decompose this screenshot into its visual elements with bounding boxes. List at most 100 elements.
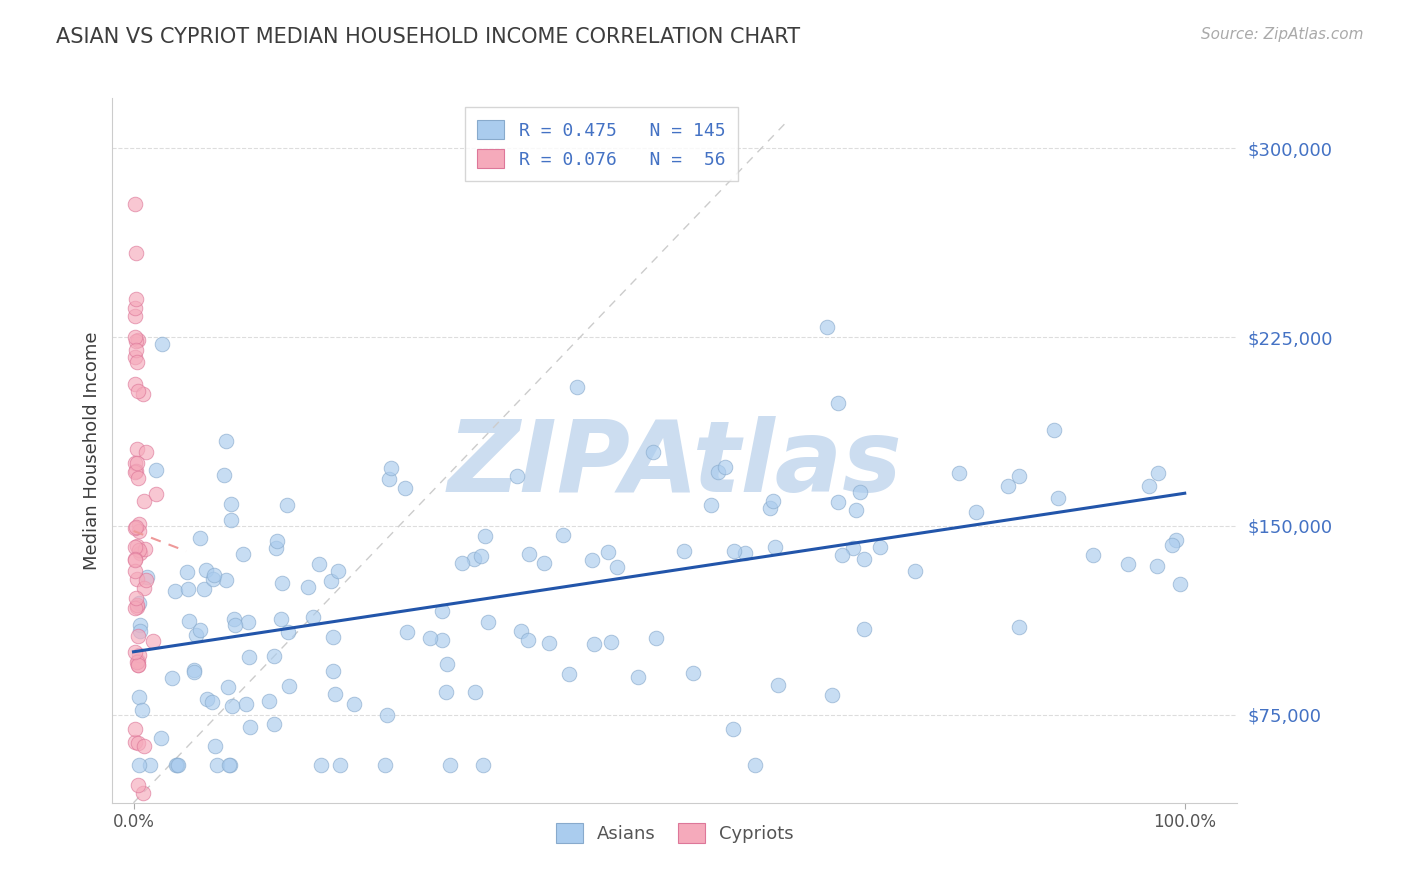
Point — [127, 735, 149, 749]
Point — [374, 758, 396, 772]
Point — [264, 541, 287, 555]
Point — [301, 610, 323, 624]
Point — [436, 657, 458, 671]
Point — [380, 461, 402, 475]
Point — [176, 582, 198, 597]
Point — [853, 552, 876, 566]
Point — [167, 758, 190, 772]
Point — [132, 581, 155, 595]
Point — [165, 758, 187, 772]
Point — [125, 457, 148, 471]
Point — [212, 467, 235, 482]
Point — [218, 758, 240, 772]
Point — [263, 717, 285, 731]
Point — [558, 666, 581, 681]
Point — [194, 562, 217, 576]
Point — [127, 333, 149, 347]
Point — [125, 465, 148, 479]
Point — [124, 377, 146, 392]
Point — [517, 633, 540, 648]
Point — [645, 632, 668, 646]
Point — [1043, 423, 1066, 437]
Point — [160, 671, 183, 685]
Point — [827, 495, 849, 509]
Point — [125, 539, 148, 553]
Point — [131, 387, 153, 401]
Point — [124, 293, 146, 307]
Point — [277, 624, 299, 639]
Point — [124, 600, 146, 615]
Point — [124, 645, 146, 659]
Point — [506, 469, 529, 483]
Point — [477, 615, 499, 629]
Point — [221, 513, 243, 527]
Point — [125, 656, 148, 670]
Point — [311, 758, 333, 772]
Point — [831, 548, 853, 562]
Point — [218, 758, 240, 772]
Point — [1161, 538, 1184, 552]
Point — [845, 503, 868, 517]
Point — [145, 487, 167, 501]
Point — [202, 572, 225, 586]
Point — [419, 631, 441, 645]
Point — [195, 692, 218, 706]
Point — [166, 758, 188, 772]
Point — [221, 699, 243, 714]
Point — [326, 564, 349, 578]
Point — [904, 564, 927, 578]
Point — [215, 434, 238, 448]
Point — [329, 758, 352, 772]
Point — [129, 617, 152, 632]
Point — [439, 758, 461, 772]
Point — [869, 540, 891, 554]
Point — [842, 541, 865, 555]
Point — [136, 570, 159, 584]
Point — [434, 685, 457, 699]
Point — [537, 636, 560, 650]
Point — [124, 301, 146, 315]
Point — [183, 665, 205, 679]
Point — [1047, 491, 1070, 505]
Point — [127, 471, 149, 485]
Point — [451, 556, 474, 570]
Point — [125, 442, 148, 457]
Point — [176, 565, 198, 579]
Point — [232, 547, 254, 561]
Point — [1137, 479, 1160, 493]
Point — [139, 758, 162, 772]
Point — [600, 635, 623, 649]
Point — [276, 498, 298, 512]
Point — [217, 680, 239, 694]
Point — [128, 524, 150, 538]
Point — [165, 583, 187, 598]
Point — [128, 690, 150, 704]
Point — [183, 663, 205, 677]
Point — [215, 573, 238, 587]
Point — [239, 720, 262, 734]
Point — [322, 664, 344, 678]
Point — [128, 648, 150, 662]
Point — [852, 622, 875, 636]
Point — [643, 445, 665, 459]
Point — [127, 598, 149, 612]
Point — [193, 582, 215, 596]
Point — [766, 678, 789, 692]
Point — [142, 634, 165, 648]
Point — [224, 617, 246, 632]
Point — [128, 543, 150, 558]
Point — [1166, 533, 1188, 547]
Point — [150, 731, 173, 746]
Point — [948, 467, 970, 481]
Point — [322, 630, 344, 644]
Point — [744, 758, 766, 772]
Y-axis label: Median Household Income: Median Household Income — [83, 331, 101, 570]
Point — [259, 694, 281, 708]
Point — [759, 500, 782, 515]
Point — [430, 632, 453, 647]
Point — [124, 541, 146, 555]
Point — [997, 479, 1019, 493]
Point — [135, 445, 157, 459]
Point — [627, 670, 650, 684]
Text: ASIAN VS CYPRIOT MEDIAN HOUSEHOLD INCOME CORRELATION CHART: ASIAN VS CYPRIOT MEDIAN HOUSEHOLD INCOME… — [56, 27, 800, 46]
